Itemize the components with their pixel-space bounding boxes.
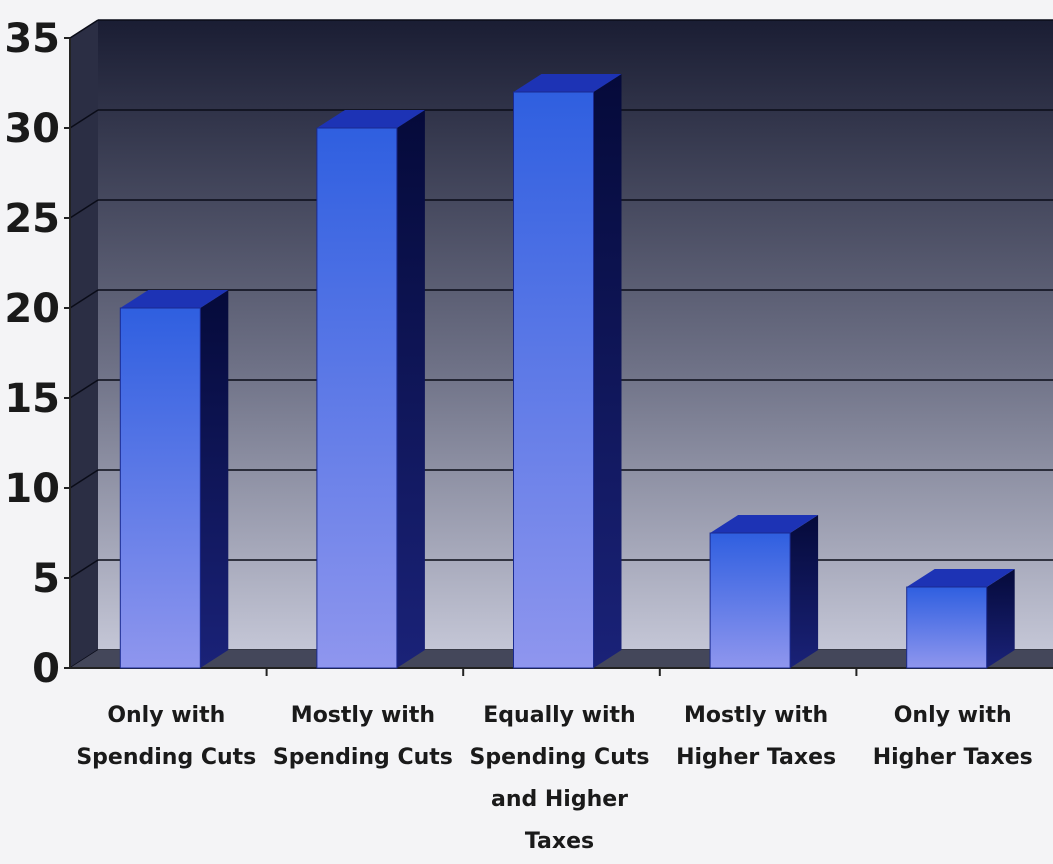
x-category-label: Mostly with Spending Cuts (273, 703, 453, 770)
bar-3 (513, 74, 622, 669)
bar-side (396, 110, 425, 668)
x-category-label-line: Higher Taxes (676, 745, 836, 770)
x-category-label: Equally with Spending Cuts and Higher Taxes (470, 703, 650, 854)
y-tick-label: 15 (4, 376, 60, 422)
bars (119, 74, 1015, 669)
y-tick-label: 10 (4, 466, 60, 512)
gridline-depth (69, 379, 99, 399)
gridline-depth (69, 199, 99, 219)
bar-1 (119, 290, 229, 669)
x-category-label-line: Mostly with (291, 703, 435, 728)
bar-side (200, 290, 229, 668)
bar-side (593, 74, 622, 668)
x-category-label-line: Only with (894, 703, 1012, 728)
x-category-label-line: Equally with (483, 703, 635, 728)
x-category-label-line: Mostly with (684, 703, 828, 728)
bar-front (513, 91, 594, 669)
y-tick-labels: 0 5 10 15 20 25 30 35 (4, 16, 60, 692)
bar-5 (906, 569, 1015, 669)
gridline-depth (69, 109, 99, 129)
x-category-labels: Only with Spending Cuts Mostly with Spendin… (76, 703, 1032, 854)
bar-2 (316, 110, 425, 669)
x-category-label: Only with Higher Taxes (873, 703, 1033, 770)
gridline-depth (69, 469, 99, 489)
x-category-label-line: Only with (107, 703, 225, 728)
bar-front (906, 586, 988, 669)
bar-top (906, 569, 1015, 587)
gridline-depth (69, 559, 99, 579)
x-category-label-line: Spending Cuts (273, 745, 453, 770)
bar-top (710, 515, 819, 533)
y-tick-label: 20 (4, 286, 60, 332)
y-tick-label: 25 (4, 196, 60, 242)
bar-side (986, 569, 1015, 668)
bar-4 (709, 515, 819, 669)
x-category-label-line: and Higher (491, 787, 628, 812)
y-tick-label: 0 (32, 646, 60, 692)
bar-top (513, 74, 622, 92)
gridline-depth (69, 289, 99, 309)
bar-front (709, 532, 791, 669)
x-category-label-line: Spending Cuts (76, 745, 256, 770)
bar-top (120, 290, 229, 308)
x-category-label: Only with Spending Cuts (76, 703, 256, 770)
x-category-label-line: Higher Taxes (873, 745, 1033, 770)
gridline-depth (69, 19, 99, 39)
bar-front (316, 127, 398, 669)
y-tick-label: 5 (32, 556, 60, 602)
x-category-label: Mostly with Higher Taxes (676, 703, 836, 770)
bar-top (316, 110, 425, 128)
bar-side (790, 515, 819, 668)
y-tick-label: 35 (4, 16, 60, 62)
bar-front (119, 307, 201, 669)
x-category-label-line: Taxes (525, 829, 594, 854)
x-category-label-line: Spending Cuts (470, 745, 650, 770)
y-tick-label: 30 (4, 106, 60, 152)
side-wall (70, 20, 98, 668)
